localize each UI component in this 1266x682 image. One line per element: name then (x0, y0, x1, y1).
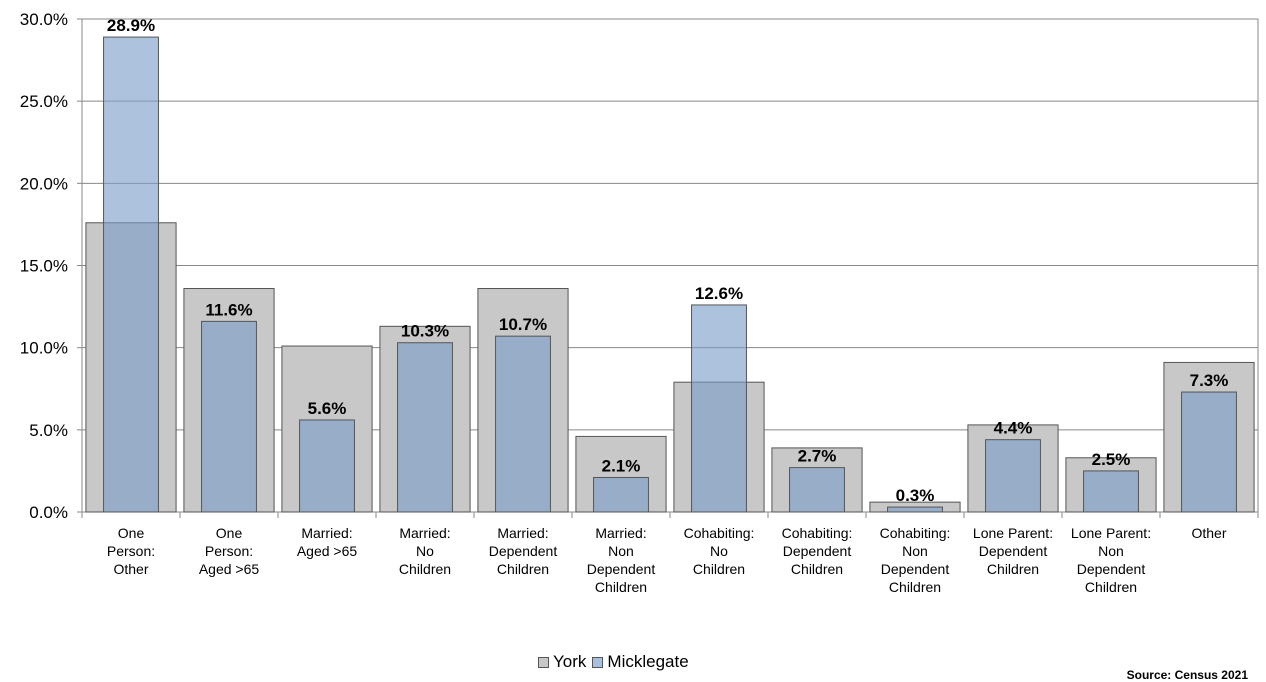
x-category-label: Married: (595, 525, 646, 541)
y-tick-label: 25.0% (20, 92, 68, 111)
x-category-label: Cohabiting: (782, 525, 853, 541)
x-category-label: Dependent (881, 561, 950, 577)
x-category-label: Non (902, 543, 928, 559)
x-category-label: Cohabiting: (880, 525, 951, 541)
x-category-label: Children (987, 561, 1039, 577)
y-tick-label: 10.0% (20, 339, 68, 358)
data-label-micklegate: 2.5% (1092, 450, 1131, 469)
y-tick-label: 0.0% (29, 503, 68, 522)
data-label-micklegate: 2.1% (602, 456, 641, 475)
legend-label-york: York (553, 652, 587, 671)
bar-micklegate (985, 439, 1041, 513)
x-category-label: Children (595, 579, 647, 595)
bar-micklegate (593, 476, 649, 513)
x-category-label: Dependent (979, 543, 1048, 559)
x-category-label: Person: (107, 543, 155, 559)
x-category-label: Dependent (783, 543, 852, 559)
bar-micklegate (691, 304, 747, 513)
x-category-label: Married: (497, 525, 548, 541)
data-label-micklegate: 7.3% (1190, 371, 1229, 390)
x-category-label: Aged >65 (199, 561, 260, 577)
data-label-micklegate: 5.6% (308, 399, 347, 418)
bar-micklegate (201, 320, 257, 513)
data-label-micklegate: 10.3% (401, 322, 449, 341)
legend-item-micklegate: Micklegate (592, 652, 689, 672)
x-category-label: Non (1098, 543, 1124, 559)
data-label-micklegate: 10.7% (499, 315, 547, 334)
legend-item-york: York (538, 652, 586, 672)
x-category-label: Lone Parent: (973, 525, 1053, 541)
bar-micklegate (103, 36, 159, 513)
bar-micklegate (1083, 470, 1139, 513)
x-category-label: Children (399, 561, 451, 577)
x-category-label: No (710, 543, 728, 559)
y-tick-label: 15.0% (20, 257, 68, 276)
chart-legend: York Micklegate (538, 652, 695, 672)
bar-micklegate (397, 342, 453, 513)
x-category-label: Married: (301, 525, 352, 541)
y-tick-label: 5.0% (29, 421, 68, 440)
data-label-micklegate: 0.3% (896, 486, 935, 505)
x-category-label: Children (889, 579, 941, 595)
x-category-label: One (216, 525, 243, 541)
bar-micklegate (887, 506, 943, 513)
x-category-label: Cohabiting: (684, 525, 755, 541)
data-label-micklegate: 11.6% (205, 300, 252, 319)
x-category-label: Dependent (1077, 561, 1146, 577)
y-tick-label: 30.0% (20, 10, 68, 29)
x-category-label: Lone Parent: (1071, 525, 1151, 541)
legend-label-micklegate: Micklegate (607, 652, 689, 671)
bar-chart: 0.0% 5.0% 10.0% 15.0% 20.0% 25.0% 30.0% 28.9% On… (20, 10, 1259, 595)
data-label-micklegate: 4.4% (994, 419, 1033, 438)
data-label-micklegate: 12.6% (695, 284, 743, 303)
source-note: Source: Census 2021 (1126, 668, 1248, 682)
x-category-label: Person: (205, 543, 253, 559)
x-category-label: Married: (399, 525, 450, 541)
x-category-label: Non (608, 543, 634, 559)
x-category-label: Children (497, 561, 549, 577)
y-tick-label: 20.0% (20, 174, 68, 193)
bar-micklegate (495, 335, 551, 513)
x-category-label: Other (1191, 525, 1226, 541)
x-category-label: No (416, 543, 434, 559)
data-label-micklegate: 28.9% (107, 16, 155, 35)
bar-micklegate (299, 419, 355, 513)
bar-micklegate (789, 467, 845, 513)
x-category-label: Children (791, 561, 843, 577)
x-category-label: Dependent (489, 543, 558, 559)
legend-swatch-micklegate (592, 656, 604, 668)
bar-micklegate (1181, 391, 1237, 513)
data-label-micklegate: 2.7% (798, 447, 837, 466)
x-category-label: Dependent (587, 561, 656, 577)
x-category-label: Aged >65 (297, 543, 358, 559)
x-category-label: One (118, 525, 145, 541)
legend-swatch-york (538, 656, 549, 668)
x-category-label: Children (1085, 579, 1137, 595)
x-category-label: Other (113, 561, 148, 577)
x-category-label: Children (693, 561, 745, 577)
